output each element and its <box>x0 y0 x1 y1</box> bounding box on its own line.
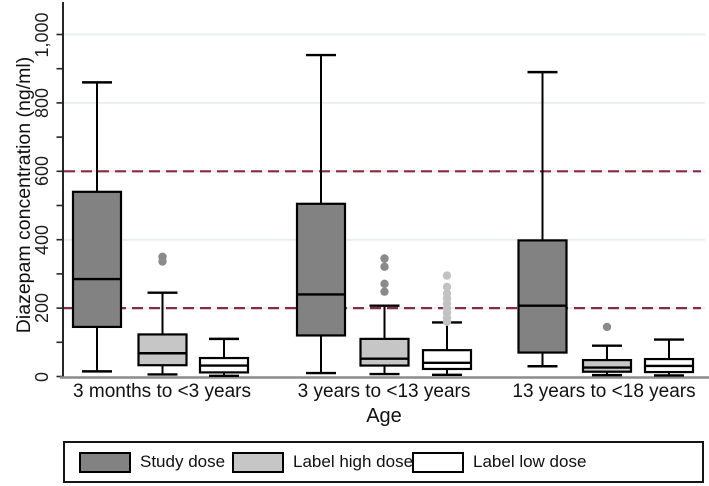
box-study-dose-group-2 <box>295 202 347 337</box>
label-high-dose-swatch <box>232 451 284 473</box>
outlier-dot-label-low-dose-group-2 <box>442 317 452 326</box>
outlier-dot-label-high-dose-group-2 <box>380 262 389 271</box>
y-tick-label: 0 <box>31 371 52 382</box>
y-tick-label: 800 <box>31 87 52 118</box>
legend-label: Label low dose <box>473 452 587 471</box>
y-tick-label: 200 <box>31 293 52 324</box>
plot-area <box>56 2 709 379</box>
legend-entry-study-dose: Study dose <box>79 443 225 481</box>
box-label-low-dose-group-2 <box>421 349 473 371</box>
box-study-dose-group-3 <box>517 239 568 354</box>
outlier-dot-label-high-dose-group-2 <box>380 254 389 263</box>
box-study-dose-group-1 <box>71 190 123 329</box>
outlier-dot-label-low-dose-group-2 <box>442 271 452 280</box>
outlier-dot-label-low-dose-group-2 <box>442 282 452 292</box>
y-tick-label: 600 <box>31 156 52 187</box>
x-category-label-2: 3 years to <13 years <box>297 381 471 402</box>
legend-entry-label-low-dose: Label low dose <box>412 443 586 481</box>
legend-label: Study dose <box>140 452 226 471</box>
outlier-dot-label-high-dose-group-2 <box>380 279 389 289</box>
x-category-label-3: 13 years to <18 years <box>512 381 696 402</box>
outlier-dot-label-high-dose-group-1 <box>158 257 167 266</box>
legend-entry-label-high-dose: Label high dose <box>232 443 413 481</box>
box-label-high-dose-group-2 <box>359 337 410 367</box>
x-axis-title: Age <box>366 405 402 427</box>
outlier-dot-label-high-dose-group-2 <box>380 287 389 296</box>
legend: Study dose Label high dose Label low dos… <box>63 441 704 483</box>
y-tick-label: 400 <box>31 224 52 255</box>
y-tick-label: 1,000 <box>31 11 52 58</box>
box-label-high-dose-group-3 <box>581 358 633 373</box>
label-low-dose-swatch <box>412 451 464 473</box>
outlier-dot-label-high-dose-group-3 <box>602 322 612 332</box>
study-dose-swatch <box>79 451 131 473</box>
x-category-label-1: 3 months to <3 years <box>73 381 251 402</box>
legend-label: Label high dose <box>293 452 414 471</box>
box-label-high-dose-group-1 <box>137 333 188 367</box>
